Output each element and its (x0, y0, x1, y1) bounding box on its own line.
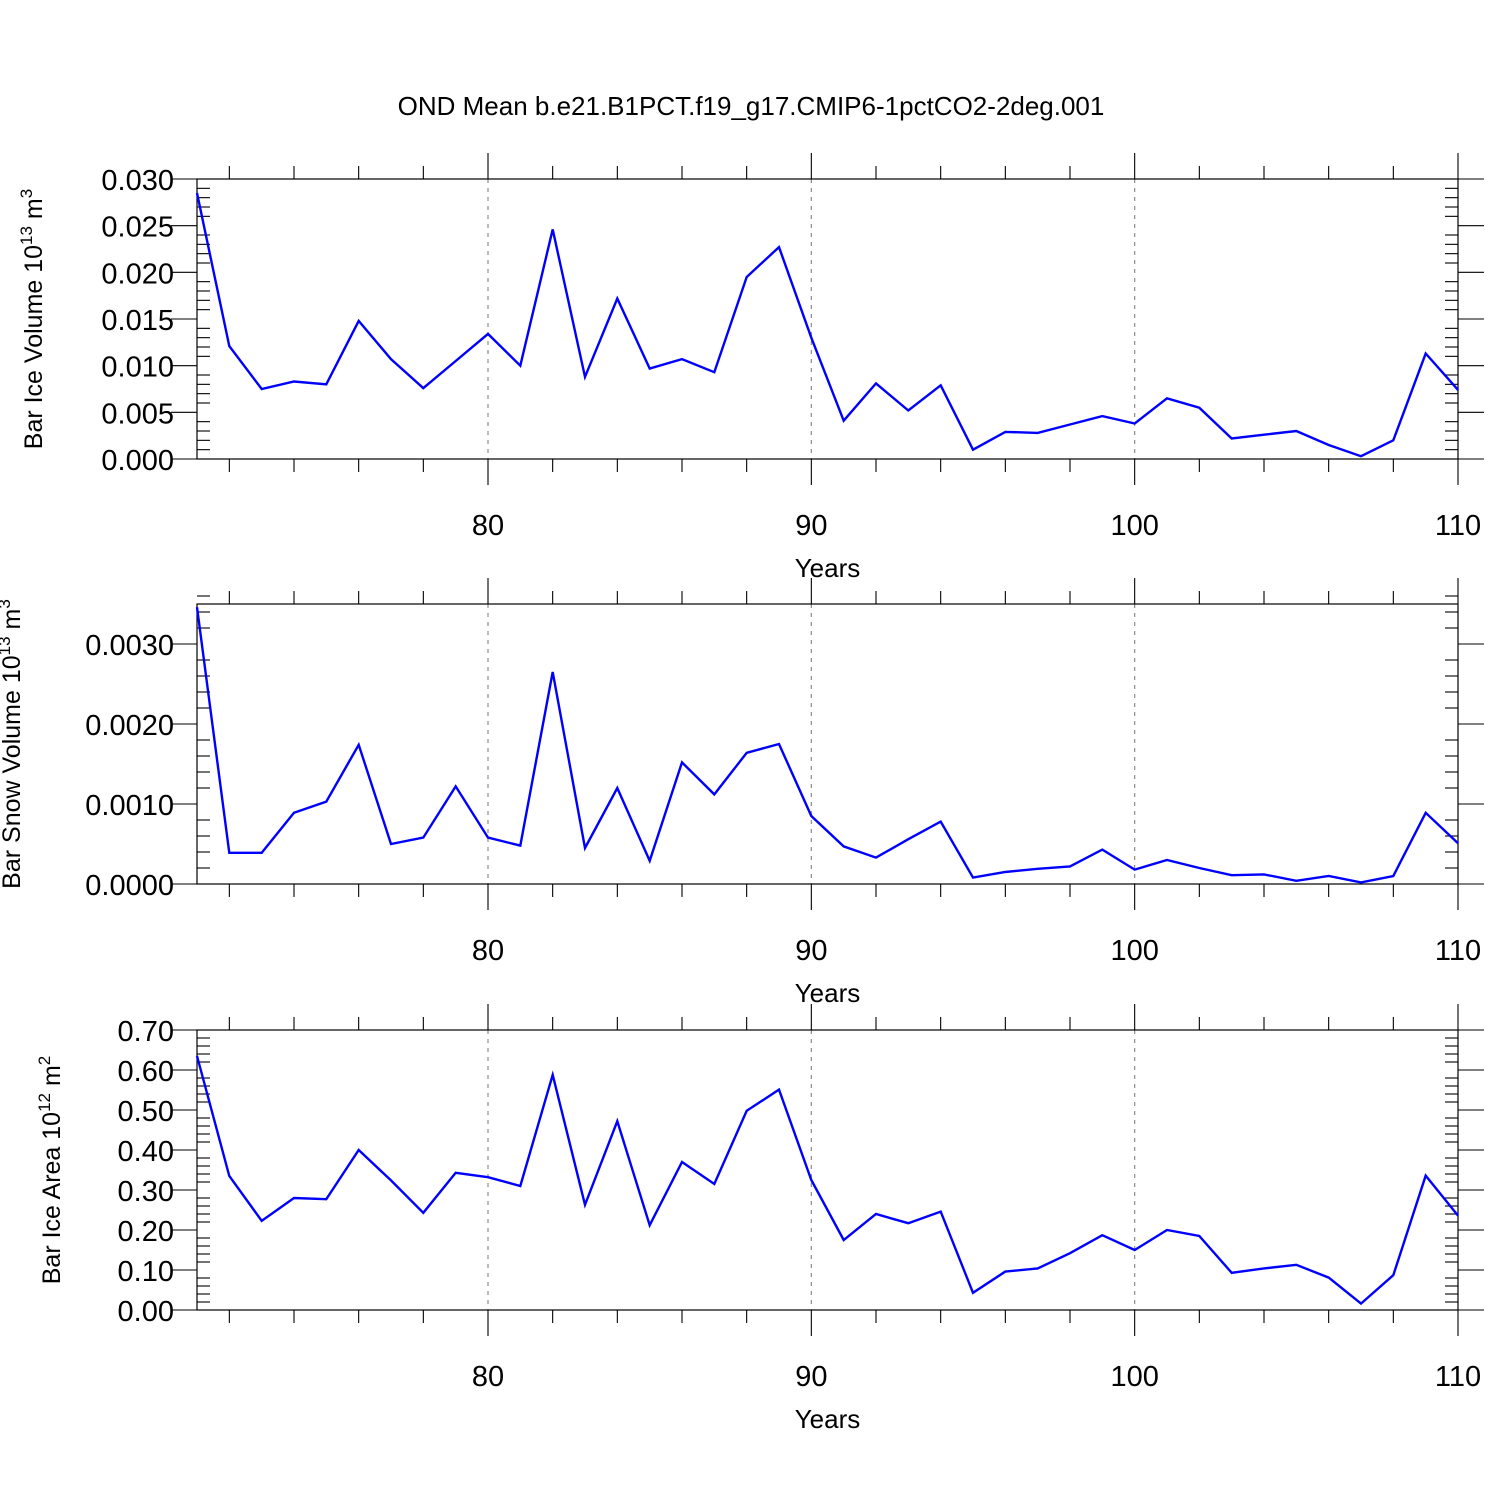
ice-area-panel: 0.00 0.10 0.20 0.30 0.40 0.50 0.60 0.70 80 90 100 1… (35, 1004, 1484, 1434)
y-tick-label: 0.025 (101, 212, 174, 244)
y-tick-label: 0.030 (101, 165, 174, 197)
y-tick-label: 0.0030 (85, 630, 174, 662)
x-tick-label: 90 (795, 510, 827, 542)
y-tick-label: 0.60 (118, 1056, 174, 1088)
x-axis-label: Years (795, 1404, 861, 1434)
plot-frame (196, 603, 1459, 885)
snow-volume-series-line (195, 607, 1459, 884)
x-tick-label: 100 (1110, 935, 1158, 967)
x-tick-label: 80 (472, 935, 504, 967)
y-tick-label: 0.20 (118, 1216, 174, 1248)
x-tick-label: 100 (1110, 1361, 1158, 1393)
snow-volume-panel: 0.0000 0.0010 0.0020 0.0030 80 90 100 110 Years B… (0, 578, 1484, 1008)
x-tick-label: 90 (795, 1361, 827, 1393)
x-axis-label: Years (795, 553, 861, 583)
y-tick-label: 0.70 (118, 1016, 174, 1048)
x-tick-label: 110 (1435, 510, 1481, 542)
y-tick-label: 0.0000 (85, 870, 174, 902)
y-tick-label: 0.0010 (85, 790, 174, 822)
x-tick-label: 110 (1435, 935, 1481, 967)
y-tick-label: 0.015 (101, 305, 174, 337)
x-tick-label: 80 (472, 1361, 504, 1393)
y-tick-label: 0.10 (118, 1256, 174, 1288)
ice-volume-panel: 0.000 0.005 0.010 0.015 0.020 0.025 0.030 80 90 1… (17, 153, 1484, 583)
y-tick-label: 0.00 (118, 1296, 174, 1328)
y-tick-label: 0.020 (101, 258, 174, 290)
y-axis-label: Bar Ice Volume 1013 m3 (17, 189, 48, 449)
ice-area-series-line (195, 1055, 1459, 1306)
figure-title: OND Mean b.e21.B1PCT.f19_g17.CMIP6-1pctC… (398, 91, 1105, 121)
y-tick-label: 0.50 (118, 1096, 174, 1128)
plot-frame (196, 178, 1459, 460)
y-axis-label: Bar Ice Area 1012 m2 (35, 1056, 66, 1285)
y-tick-label: 0.000 (101, 445, 174, 477)
y-tick-label: 0.010 (101, 352, 174, 384)
x-tick-label: 100 (1110, 510, 1158, 542)
y-tick-label: 0.40 (118, 1136, 174, 1168)
y-tick-label: 0.0020 (85, 710, 174, 742)
y-tick-label: 0.005 (101, 398, 174, 430)
x-tick-label: 80 (472, 510, 504, 542)
y-axis-label: Bar Snow Volume 1013 m3 (0, 599, 26, 889)
x-tick-label: 110 (1435, 1361, 1481, 1393)
ice-volume-series-line (195, 192, 1459, 458)
plot-frame (196, 1029, 1459, 1311)
x-axis-label: Years (795, 978, 861, 1008)
x-tick-label: 90 (795, 935, 827, 967)
y-tick-label: 0.30 (118, 1176, 174, 1208)
